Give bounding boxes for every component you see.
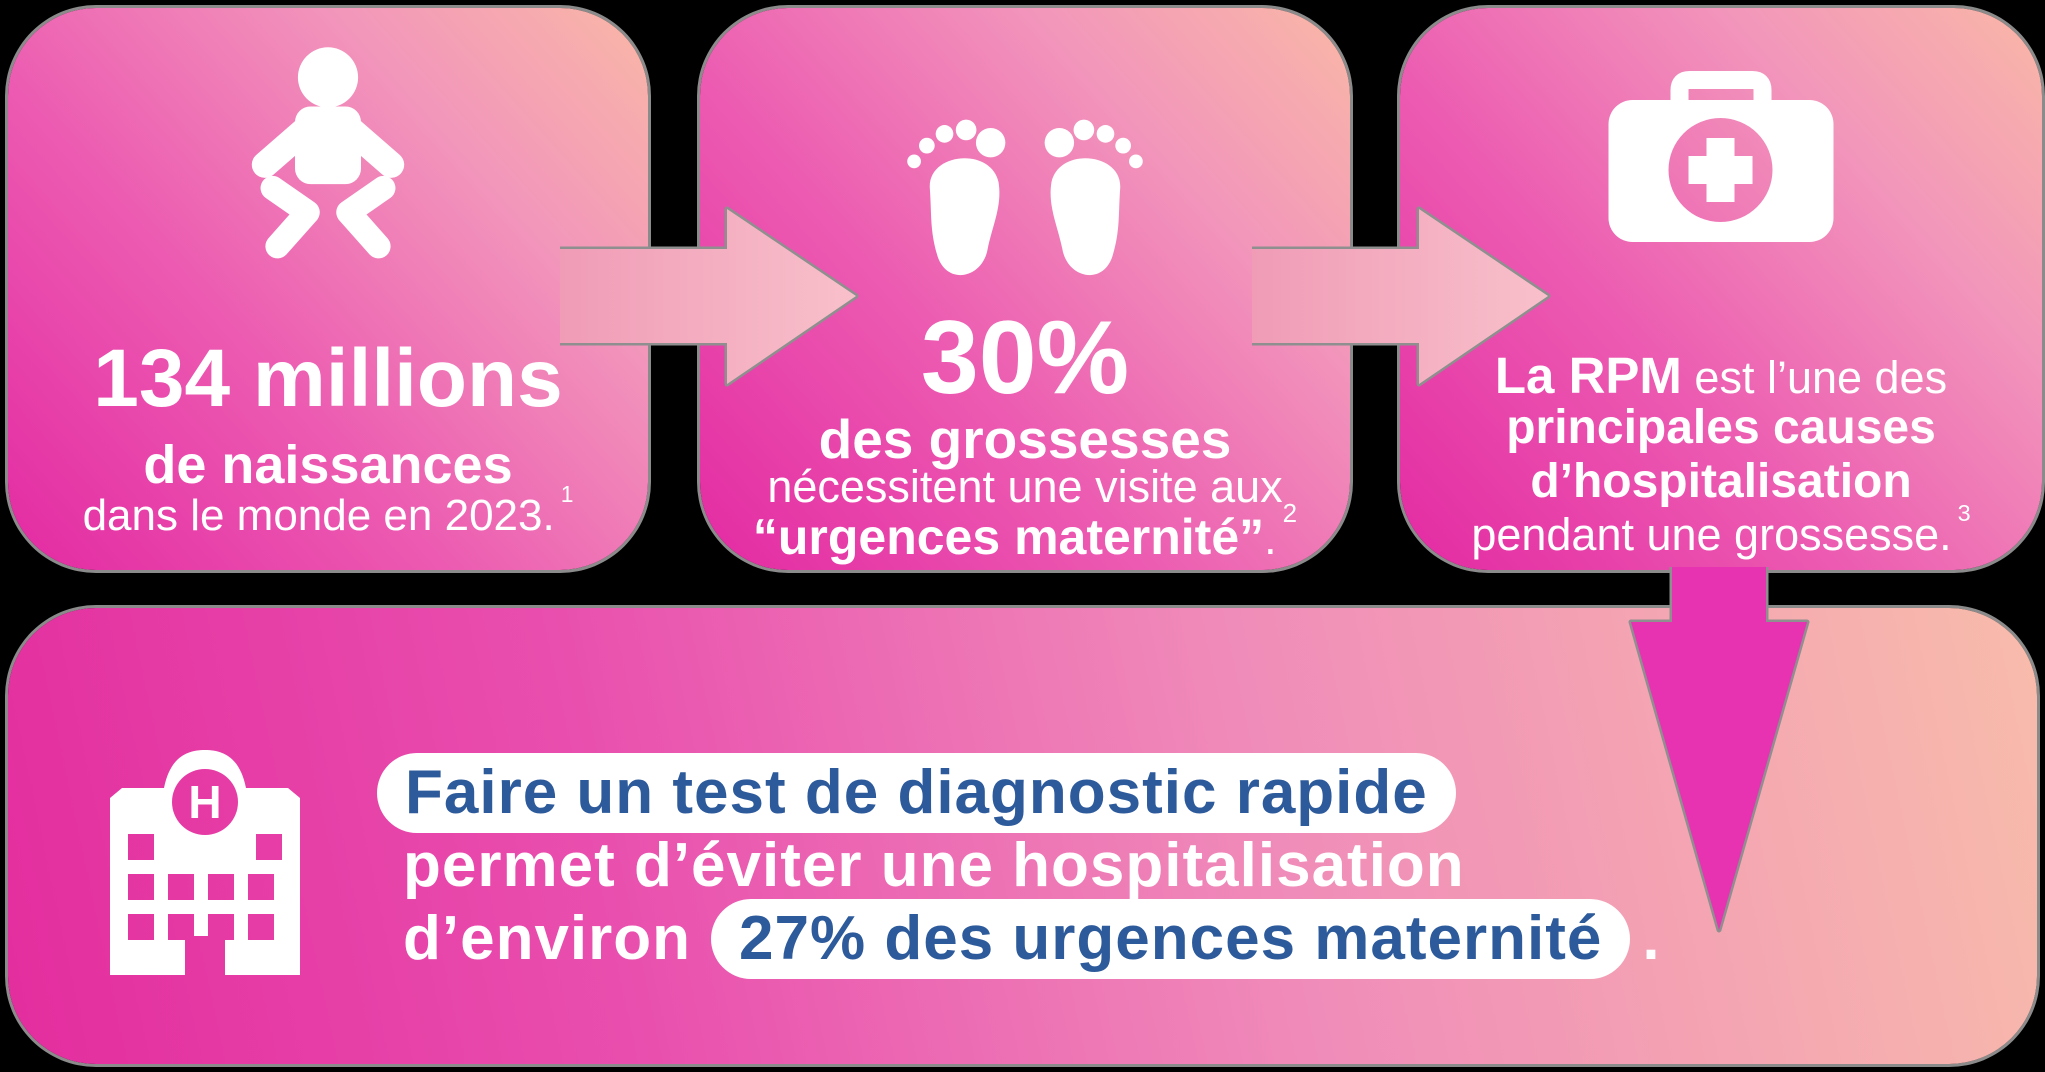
hospital-letter: H	[188, 776, 221, 828]
card2-stat: 30%	[920, 300, 1130, 416]
banner-line2: permet d’éviter une hospitalisation	[403, 831, 1465, 900]
banner-line3-period: .	[1642, 904, 1661, 973]
baby-icon	[246, 44, 411, 273]
hospital-icon: H	[110, 750, 300, 980]
card-rpm: La RPM est l’une des principales causes …	[1400, 8, 2042, 570]
card-pregnancies: 30% des grossesses nécessitent une visit…	[700, 8, 1350, 570]
card2-quote-line: “urgences maternité”. 2	[752, 498, 1298, 565]
banner-line3: d’environ 27% des urgences maternité .	[403, 899, 1661, 979]
card1-stat: 134 millions	[93, 333, 563, 424]
baby-feet-icon	[893, 60, 1158, 305]
first-aid-kit-icon	[1608, 64, 1834, 249]
card2-line3: nécessitent une visite aux	[767, 461, 1283, 512]
card1-subtitle: de naissances	[143, 435, 513, 495]
card3-line4: pendant une grossesse. 3	[1471, 500, 1971, 560]
banner-line1: Faire un test de diagnostic rapide	[377, 753, 1661, 833]
card-births: 134 millions de naissances dans le monde…	[8, 8, 648, 570]
banner-conclusion: H Faire un test de diagnostic rapide per…	[8, 608, 2037, 1064]
card1-caption: dans le monde en 2023. 1	[82, 480, 574, 540]
highlight-pill-1: Faire un test de diagnostic rapide	[377, 753, 1456, 833]
footnote-3: 3	[1957, 500, 1971, 527]
highlight-pill-2: 27% des urgences maternité	[711, 899, 1631, 979]
footnote-1: 1	[560, 480, 574, 507]
banner-line3-prefix: d’environ	[403, 904, 692, 973]
card3-line3: d’hospitalisation	[1530, 455, 1912, 508]
card2-subtitle: des grossesses	[818, 408, 1232, 470]
banner-text: Faire un test de diagnostic rapide perme…	[377, 753, 1661, 979]
footnote-2: 2	[1282, 498, 1298, 529]
card3-line1: La RPM est l’une des	[1494, 347, 1948, 404]
card3-line2: principales causes	[1506, 401, 1936, 454]
